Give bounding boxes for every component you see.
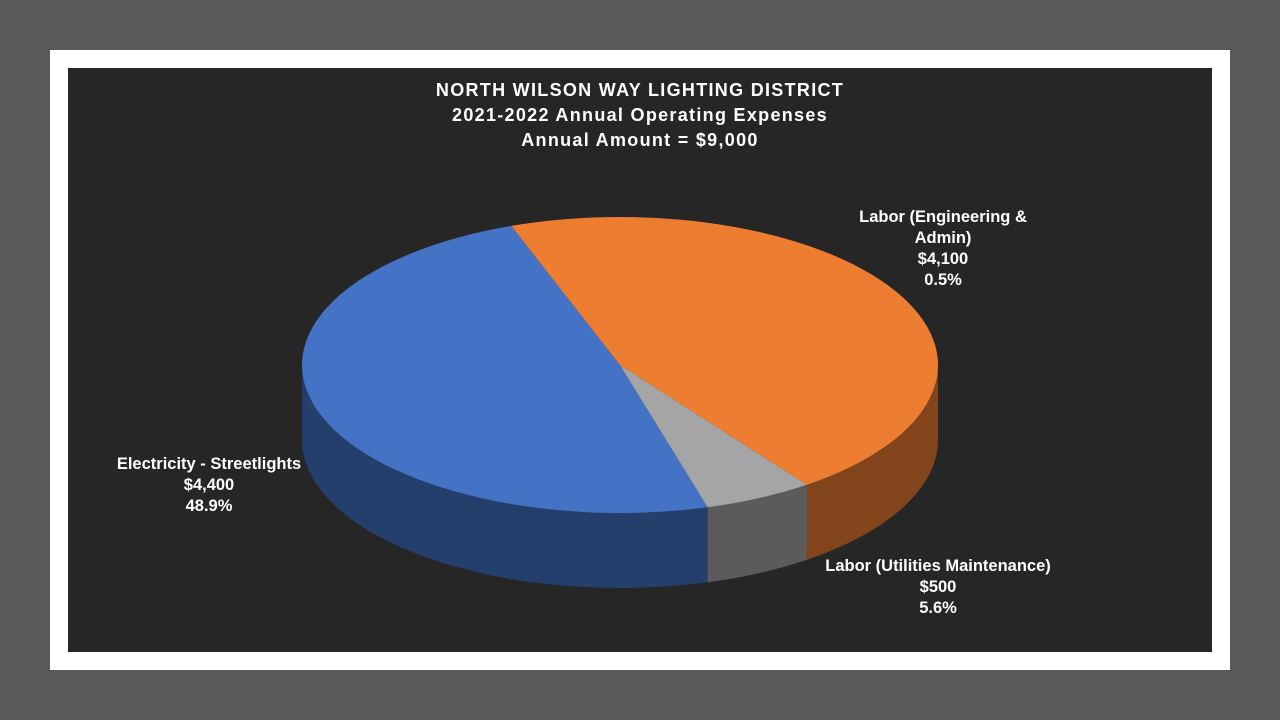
slice — [302, 225, 708, 513]
chart-subtitle: Annual Amount = $9,000 — [521, 130, 759, 150]
slice-side — [707, 484, 807, 583]
data-label-name: Labor (Utilities Maintenance) — [825, 557, 1051, 575]
slice-side — [302, 365, 708, 588]
data-label-name: Labor (Engineering & Admin) — [859, 208, 1027, 247]
slice — [620, 365, 807, 508]
data-label-percent: 5.6% — [919, 599, 957, 617]
slice — [511, 216, 939, 485]
data-label-name: Electricity - Streetlights — [116, 455, 302, 473]
data-label-value: $4,400 — [183, 476, 235, 494]
data-label-percent: 48.9% — [185, 497, 233, 515]
data-label-percent: 0.5% — [924, 271, 962, 289]
data-label-value: $500 — [919, 578, 957, 596]
chart-subtitle: 2021-2022 Annual Operating Expenses — [452, 105, 828, 125]
chart-title: NORTH WILSON WAY LIGHTING DISTRICT — [435, 80, 845, 100]
data-label-value: $4,100 — [917, 250, 969, 268]
slice-side — [806, 365, 938, 560]
